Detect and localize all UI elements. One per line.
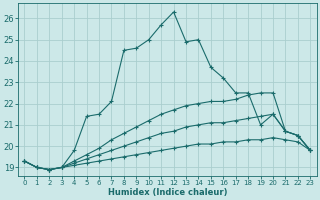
- X-axis label: Humidex (Indice chaleur): Humidex (Indice chaleur): [108, 188, 227, 197]
